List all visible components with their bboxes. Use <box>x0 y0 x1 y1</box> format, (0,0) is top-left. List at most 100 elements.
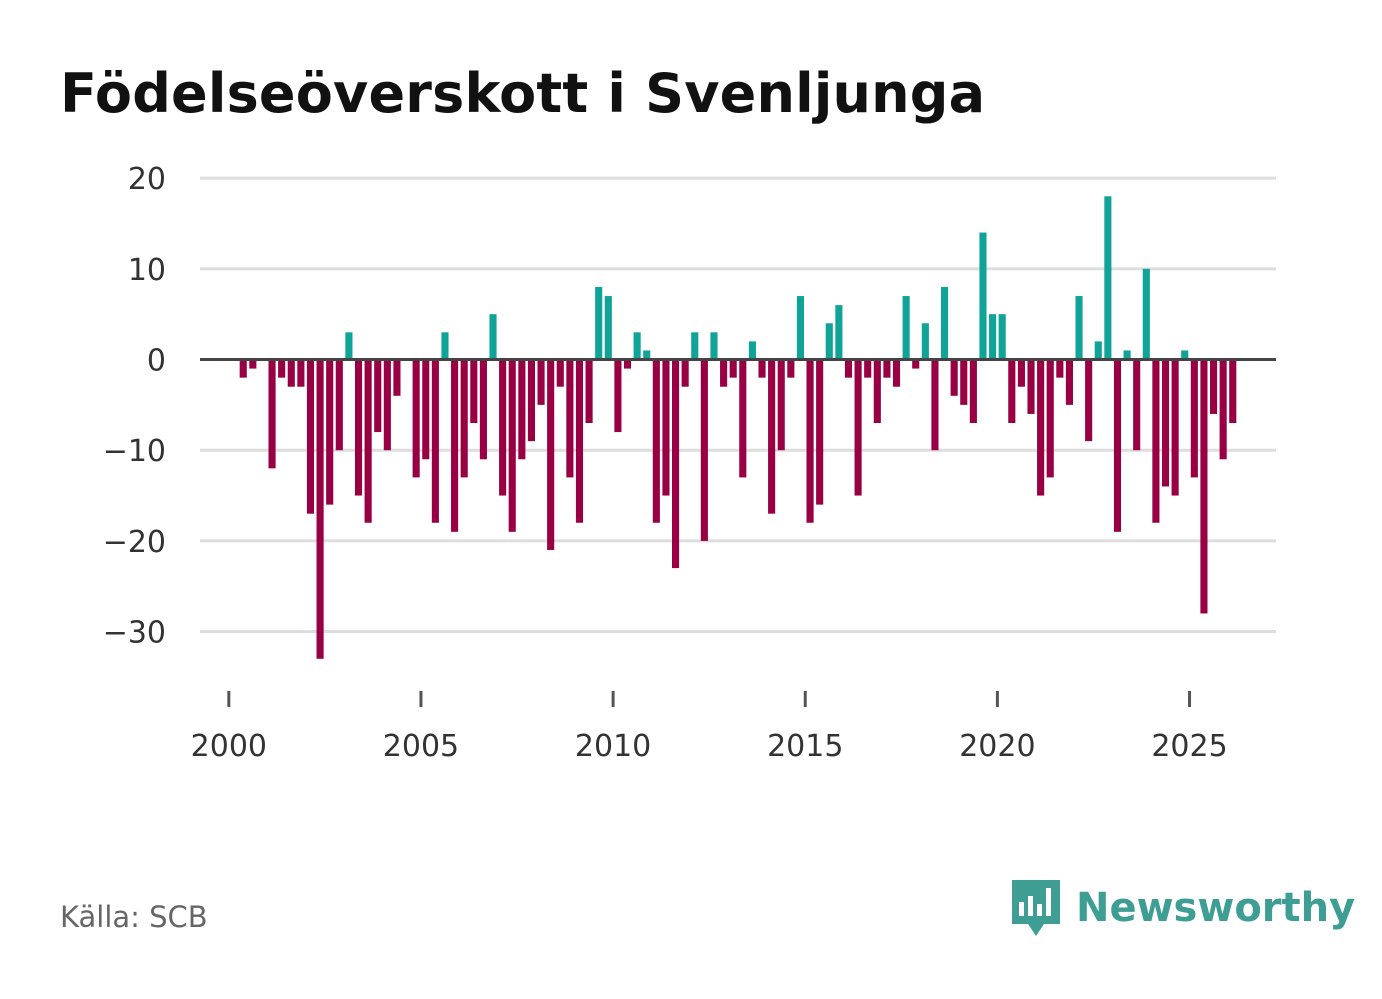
bar <box>460 359 468 478</box>
bar <box>393 359 401 396</box>
bar <box>681 359 689 387</box>
bar <box>854 359 862 496</box>
bar <box>758 359 766 378</box>
bar <box>950 359 958 396</box>
y-tick-label: −10 <box>103 434 166 469</box>
bar <box>547 359 555 550</box>
bar <box>787 359 795 378</box>
bar <box>979 232 987 360</box>
bar <box>364 359 372 523</box>
bar <box>729 359 737 378</box>
bar <box>1123 350 1131 360</box>
bar <box>287 359 295 387</box>
bar <box>575 359 584 523</box>
bar <box>518 359 526 460</box>
bar <box>316 359 324 659</box>
bar <box>671 359 680 569</box>
bar-series <box>239 196 1237 659</box>
x-tick-label: 2025 <box>1151 729 1227 764</box>
bar <box>1104 196 1112 360</box>
bar <box>326 359 334 505</box>
bar <box>470 359 478 423</box>
bar <box>652 359 660 523</box>
bar <box>479 359 487 460</box>
bar <box>1027 359 1035 414</box>
x-tick-label: 2000 <box>191 729 267 764</box>
bar <box>796 296 805 360</box>
bar <box>816 359 824 505</box>
bar <box>623 359 632 369</box>
bar <box>844 359 853 378</box>
bar <box>1161 359 1170 487</box>
bar <box>604 296 612 360</box>
bar <box>412 359 420 478</box>
bar <box>374 359 382 433</box>
bar <box>508 359 516 532</box>
bar <box>960 359 968 405</box>
bar <box>451 359 459 532</box>
bar <box>777 359 785 451</box>
bar <box>1133 359 1141 451</box>
x-tick-label: 2015 <box>767 729 843 764</box>
bar <box>527 359 536 442</box>
bar <box>306 359 315 514</box>
bar <box>902 296 910 360</box>
y-tick-label: 10 <box>128 253 166 288</box>
bar <box>566 359 574 478</box>
bar <box>422 359 430 460</box>
bar <box>345 332 353 360</box>
bar <box>989 314 997 360</box>
bar <box>873 359 881 423</box>
x-tick-label: 2010 <box>575 729 651 764</box>
bar <box>441 332 449 360</box>
bar <box>278 359 286 378</box>
bar <box>1209 359 1218 414</box>
bar <box>249 359 257 369</box>
bar <box>662 359 670 496</box>
bar <box>931 359 939 451</box>
bar <box>1200 359 1208 614</box>
y-tick-label: 0 <box>147 344 166 379</box>
bar <box>998 314 1006 360</box>
bar <box>1037 359 1045 496</box>
bar <box>633 332 641 360</box>
newsworthy-logo-icon <box>1012 880 1060 936</box>
bar <box>383 359 391 451</box>
y-tick-label: −30 <box>103 616 166 651</box>
bar <box>1219 359 1227 460</box>
bar <box>643 350 651 360</box>
brand-logo: Newsworthy <box>1010 878 1355 938</box>
bar <box>720 359 728 387</box>
source-label: Källa: SCB <box>60 900 208 934</box>
bar <box>1094 341 1102 360</box>
bar <box>595 286 603 360</box>
bar <box>1181 350 1189 360</box>
bar <box>499 359 507 496</box>
bar <box>489 314 497 360</box>
bar <box>537 359 545 405</box>
bar <box>1017 359 1025 387</box>
bar <box>739 359 747 478</box>
bar <box>969 359 977 423</box>
bar <box>691 332 699 360</box>
bar <box>239 359 247 378</box>
bar <box>1190 359 1198 478</box>
bar <box>883 359 891 378</box>
bar <box>1075 296 1083 360</box>
bar <box>1142 268 1150 360</box>
bar <box>892 359 901 387</box>
brand-name: Newsworthy <box>1076 885 1356 931</box>
chart-title: Födelseöverskott i Svenljunga <box>60 62 986 125</box>
bar <box>268 359 276 469</box>
bar <box>1056 359 1064 378</box>
bar <box>1008 359 1016 423</box>
x-tick-label: 2005 <box>383 729 459 764</box>
bar <box>748 341 756 360</box>
bar <box>614 359 622 433</box>
bar <box>1171 359 1179 496</box>
bar <box>354 359 363 496</box>
bar <box>297 359 305 387</box>
bar <box>710 332 718 360</box>
